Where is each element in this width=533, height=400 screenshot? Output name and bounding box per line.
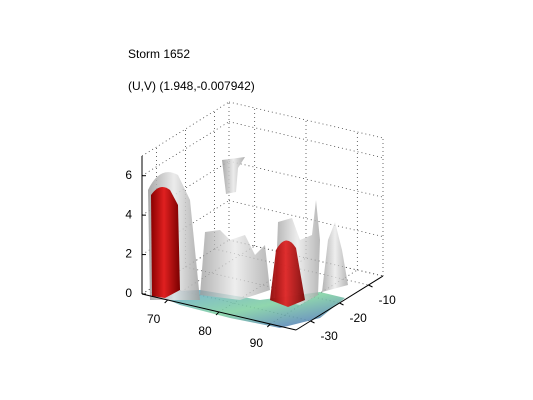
red-surface [270, 240, 305, 307]
grid-line [141, 121, 230, 177]
x-tick [266, 323, 271, 328]
chart-subtitle: (U,V) (1.948,-0.007942) [128, 79, 255, 93]
z-tick-label: 6 [125, 168, 132, 182]
x-tick [215, 311, 220, 316]
chart-title: Storm 1652 [128, 47, 190, 61]
red-surface [151, 186, 180, 298]
gray-surface [222, 157, 245, 194]
grid-line [228, 160, 384, 198]
grid-line [228, 121, 384, 159]
y-tick-label: -30 [321, 329, 339, 343]
x-tick-label: 70 [147, 312, 161, 326]
x-tick-label: 80 [198, 324, 212, 338]
x-tick [164, 299, 169, 304]
y-tick-label: -10 [379, 293, 397, 307]
isosurfaces [148, 157, 348, 328]
y-tick [339, 302, 344, 306]
z-tick-label: 0 [125, 286, 132, 300]
y-tick [368, 284, 373, 288]
x-tick-label: 90 [250, 336, 264, 350]
y-tick-label: -20 [350, 311, 368, 325]
axes: 70 80 90 -30 -20 -10 0 2 4 6 [125, 156, 396, 350]
gray-surface [200, 230, 270, 300]
z-tick-label: 4 [125, 207, 132, 221]
y-tick [310, 320, 315, 324]
z-tick-label: 2 [125, 247, 132, 261]
gray-surface [322, 222, 348, 292]
